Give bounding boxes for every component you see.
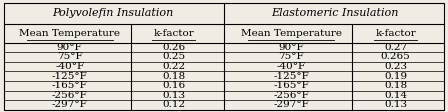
Text: -125°F: -125°F [52, 72, 87, 81]
Text: Polyvolefin Insulation: Polyvolefin Insulation [52, 8, 174, 18]
Text: k-factor: k-factor [154, 29, 194, 38]
Text: 0.12: 0.12 [162, 100, 185, 109]
Text: 90°F: 90°F [279, 43, 304, 52]
Text: 75°F: 75°F [279, 52, 304, 61]
Text: 0.19: 0.19 [384, 72, 407, 81]
Text: k-factor: k-factor [375, 29, 416, 38]
Text: 0.265: 0.265 [381, 52, 411, 61]
Text: 0.22: 0.22 [162, 62, 185, 71]
Text: 0.13: 0.13 [162, 91, 185, 100]
Text: 0.23: 0.23 [384, 62, 407, 71]
Text: -256°F: -256°F [274, 91, 309, 100]
Text: -125°F: -125°F [274, 72, 309, 81]
Text: 0.14: 0.14 [384, 91, 407, 100]
Text: 90°F: 90°F [57, 43, 82, 52]
Text: 75°F: 75°F [57, 52, 82, 61]
Text: 0.26: 0.26 [162, 43, 185, 52]
Text: 0.16: 0.16 [162, 81, 185, 90]
Text: 0.27: 0.27 [384, 43, 407, 52]
Text: -297°F: -297°F [52, 100, 87, 109]
Text: -256°F: -256°F [52, 91, 87, 100]
Text: 0.18: 0.18 [162, 72, 185, 81]
Text: 0.18: 0.18 [384, 81, 407, 90]
Text: -165°F: -165°F [52, 81, 87, 90]
Text: -297°F: -297°F [274, 100, 309, 109]
Text: -40°F: -40°F [55, 62, 84, 71]
Text: -165°F: -165°F [274, 81, 309, 90]
Text: Mean Temperature: Mean Temperature [241, 29, 342, 38]
Text: Mean Temperature: Mean Temperature [19, 29, 120, 38]
Text: Elastomeric Insulation: Elastomeric Insulation [271, 8, 399, 18]
Text: 0.13: 0.13 [384, 100, 407, 109]
Text: 0.25: 0.25 [162, 52, 185, 61]
Text: -40°F: -40°F [277, 62, 306, 71]
